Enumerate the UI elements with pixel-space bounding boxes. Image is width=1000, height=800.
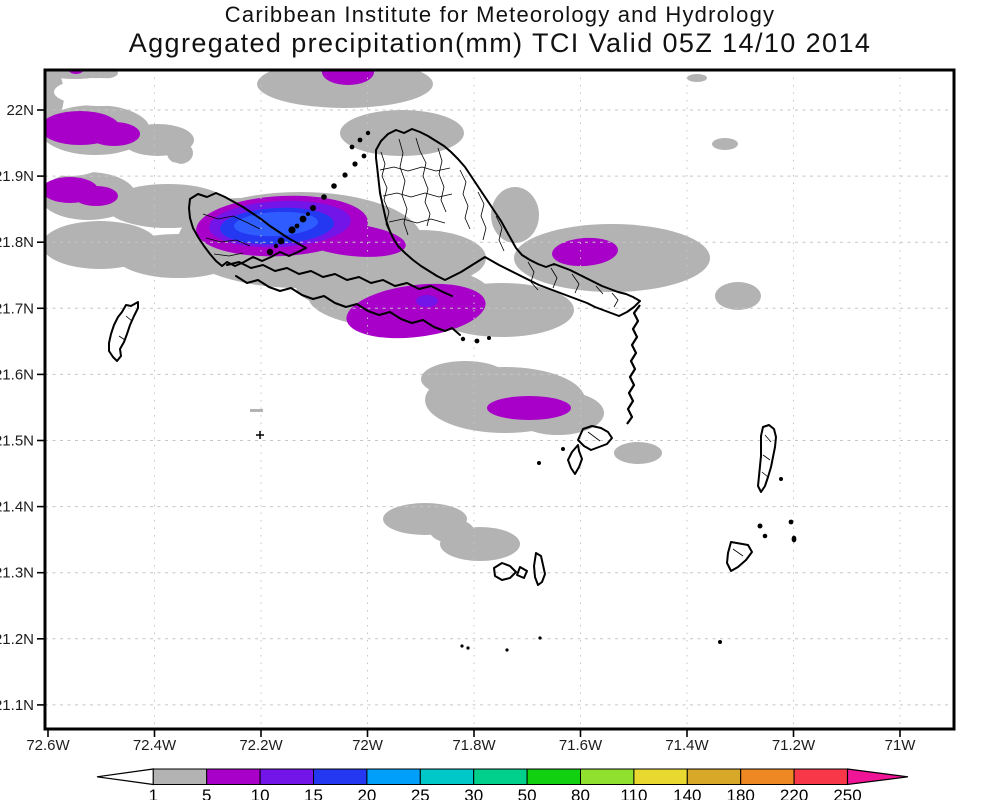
cross-mark (256, 431, 264, 439)
colorbar-tick-label: 1 (149, 786, 158, 800)
plot-titles: Caribbean Institute for Meteorology and … (0, 2, 1000, 58)
island-strip (533, 552, 546, 586)
colorbar-tick-label: 80 (571, 786, 590, 800)
colorbar-segment (793, 768, 848, 785)
colorbar: 1 5 10 15 20 25 30 50 80 110 140 180 220 250 (96, 768, 909, 800)
cay-chain (266, 130, 371, 256)
colorbar-segment (526, 768, 581, 785)
colorbar-segment (313, 768, 368, 785)
colorbar-segment (152, 768, 208, 785)
colorbar-tick-label: 5 (202, 786, 211, 800)
colorbar-tick-label: 10 (251, 786, 270, 800)
colorbar-tick-labels: 1 5 10 15 20 25 30 50 80 110 140 180 220 250 (149, 786, 862, 800)
island-west-caicos (108, 301, 139, 362)
caicos-bank-north-edge (226, 261, 453, 297)
island-providenciales (188, 192, 307, 267)
title-line-1: Caribbean Institute for Meteorology and … (224, 2, 776, 27)
colorbar-segment (206, 768, 261, 785)
x-axis-label: 71.4W (665, 737, 709, 754)
colorbar-segment (473, 768, 528, 785)
x-axis-label: 71.6W (559, 737, 603, 754)
colorbar-underflow-arrow (96, 768, 154, 786)
island-big-ambergris (493, 562, 517, 581)
colorbar-tick-label: 220 (780, 786, 808, 800)
y-axis-label: 21.4N (0, 499, 34, 516)
colorbar-overflow-arrow (846, 768, 909, 786)
y-axis-label: 21.8N (0, 234, 34, 251)
colorbar-segment (686, 768, 742, 785)
x-axis-label: 72.2W (239, 737, 283, 754)
y-axis-label: 21.5N (0, 433, 34, 450)
colorbar-segment (740, 768, 795, 785)
colorbar-cells (152, 768, 848, 785)
island-long-cay (567, 444, 583, 475)
x-axis-labels: 72.6W 72.4W 72.2W 72W 71.8W 71.6W 71.4W 71.2W 71… (26, 737, 916, 754)
x-axis-label: 71.8W (452, 737, 496, 754)
island-little-ambergris (516, 566, 528, 579)
colorbar-segment (580, 768, 635, 785)
y-axis-labels: 22N 21.9N 21.8N 21.7N 21.6N 21.5N 21.4N 21.3N 21… (0, 102, 34, 714)
x-axis-label: 72.4W (133, 737, 177, 754)
precipitation-shading (46, 71, 761, 561)
y-axis-label: 22N (6, 102, 34, 119)
title-line-2: Aggregated precipitation(mm) TCI Valid 0… (128, 28, 872, 58)
island-north-middle-east-caicos (375, 128, 641, 317)
y-axis-label: 21.3N (0, 565, 34, 582)
gridlines (46, 71, 953, 728)
white-gaps (46, 72, 247, 180)
precip-blue-core-20-25mm (234, 211, 318, 237)
caicos-bank-south-edge (235, 275, 461, 336)
colorbar-tick-label: 110 (620, 786, 647, 800)
colorbar-tick-label: 180 (727, 786, 755, 800)
x-axis-label: 72W (352, 737, 384, 754)
y-axis-label: 21.7N (0, 300, 34, 317)
colorbar-segment (366, 768, 421, 785)
colorbar-segment (633, 768, 688, 785)
island-grand-turk (757, 424, 777, 493)
colorbar-segment (259, 768, 315, 785)
cay-chain-east (626, 304, 641, 425)
axis-ticks (37, 109, 901, 737)
colorbar-tick-label: 250 (833, 786, 861, 800)
y-axis-label: 21.6N (0, 366, 34, 383)
island-outlines (108, 128, 797, 652)
x-axis-label: 72.6W (26, 737, 70, 754)
x-axis-label: 71.2W (772, 737, 816, 754)
y-axis-label: 21.9N (0, 168, 34, 185)
colorbar-tick-label: 50 (518, 786, 537, 800)
parish-boundaries (379, 137, 619, 308)
colorbar-tick-label: 25 (411, 786, 430, 800)
y-axis-label: 21.1N (0, 697, 34, 714)
plot-border (43, 68, 956, 731)
fish-cays (460, 336, 491, 344)
colorbar-tick-label: 140 (673, 786, 701, 800)
island-salt-cay (726, 541, 753, 572)
turk-cays (718, 477, 797, 644)
x-axis-label: 71W (885, 737, 917, 754)
colorbar-segment (419, 768, 475, 785)
colorbar-tick-label: 15 (304, 786, 323, 800)
colorbar-tick-label: 20 (357, 786, 376, 800)
island-south-caicos (577, 425, 613, 451)
y-axis-label: 21.2N (0, 631, 34, 648)
colorbar-tick-label: 30 (464, 786, 483, 800)
